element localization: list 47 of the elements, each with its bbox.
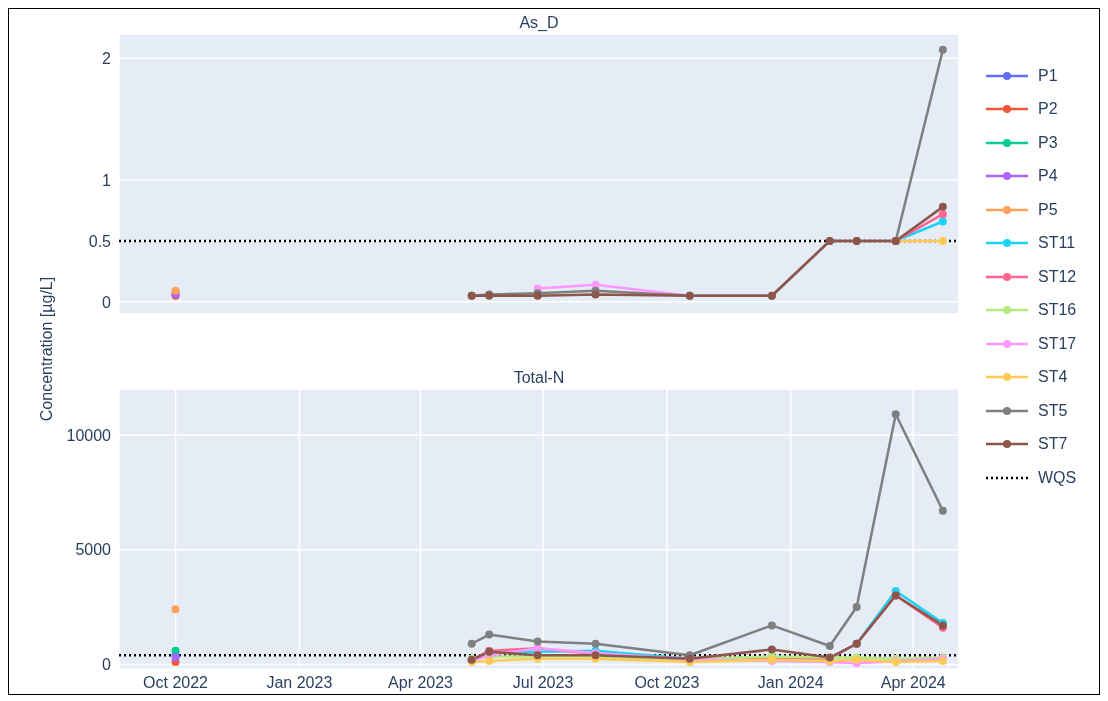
x-tick-label: Jul 2023 <box>512 674 574 692</box>
legend-label: P5 <box>1038 200 1058 219</box>
x-tick-label: Apr 2023 <box>388 674 454 692</box>
point <box>825 642 834 651</box>
point <box>938 236 947 245</box>
legend-label: P4 <box>1038 167 1058 186</box>
y-tick-label: 5000 <box>75 541 112 559</box>
legend-label: P2 <box>1038 100 1058 119</box>
point <box>891 410 900 419</box>
point <box>485 656 494 665</box>
chart-title: As_D <box>518 14 560 32</box>
x-tick-label: Oct 2022 <box>143 674 209 692</box>
legend-label: ST12 <box>1038 267 1077 286</box>
point <box>852 603 861 612</box>
x-tick-label: Jan 2024 <box>757 674 824 692</box>
legend-label: ST17 <box>1038 334 1077 353</box>
x-tick-label: Oct 2023 <box>634 674 700 692</box>
point <box>533 637 542 646</box>
legend-label: WQS <box>1038 468 1077 487</box>
point <box>938 506 947 515</box>
y-tick-label: 2 <box>102 50 112 68</box>
legend-label: ST16 <box>1038 301 1077 320</box>
y-tick-label: 0.5 <box>88 232 112 250</box>
legend-label: ST11 <box>1038 234 1076 253</box>
point <box>938 210 947 219</box>
point <box>485 630 494 639</box>
point <box>591 290 600 299</box>
y-tick-label: 0 <box>102 293 112 311</box>
y-tick-label: 0 <box>102 656 112 674</box>
x-tick-label: Jan 2023 <box>266 674 333 692</box>
point <box>767 621 776 630</box>
x-tick-label: Apr 2024 <box>880 674 946 692</box>
y-axis-title: Concentration [µg/L] <box>38 276 56 422</box>
point <box>591 639 600 648</box>
point <box>467 639 476 648</box>
legend-label: P1 <box>1038 66 1058 85</box>
y-tick-label: 1 <box>102 171 112 189</box>
point <box>938 202 947 211</box>
legend-label: ST7 <box>1038 435 1068 454</box>
chart-title: Total-N <box>512 369 566 387</box>
point <box>938 217 947 226</box>
point <box>767 645 776 654</box>
y-tick-label: 10000 <box>66 426 112 444</box>
legend-label: P3 <box>1038 133 1058 152</box>
legend-label: ST5 <box>1038 401 1068 420</box>
legend-label: ST4 <box>1038 368 1068 387</box>
point <box>938 45 947 54</box>
